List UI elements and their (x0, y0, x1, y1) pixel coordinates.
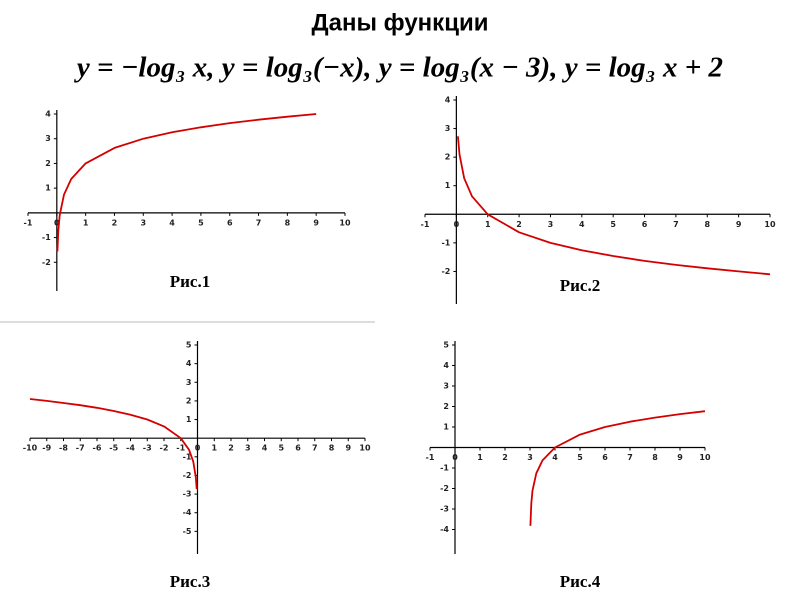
x-tick-label: -1 (426, 453, 435, 462)
x-tick-label: 4 (262, 444, 268, 453)
x-tick-label: 10 (339, 218, 351, 227)
x-tick-label: 5 (610, 220, 616, 229)
y-tick-label: 3 (45, 134, 51, 143)
chart-caption: Рис.1 (170, 272, 210, 291)
x-tick-label: 3 (140, 218, 146, 227)
x-tick-label: -1 (176, 444, 185, 453)
x-tick-label: 8 (285, 218, 291, 227)
x-tick-label: 4 (169, 218, 175, 227)
y-tick-label: -1 (183, 452, 192, 461)
y-tick-label: -4 (183, 508, 192, 517)
x-tick-label: 9 (345, 444, 351, 453)
x-tick-label: 3 (527, 453, 533, 462)
formula: y = −log₃ x, y = log₃(−x), y = log₃(x − … (74, 52, 723, 84)
x-tick-label: -10 (23, 444, 38, 453)
y-tick-label: 2 (186, 396, 192, 405)
y-tick-label: -2 (441, 267, 450, 276)
chart-caption: Рис.3 (170, 572, 210, 591)
y-tick-label: 3 (186, 378, 192, 387)
x-tick-label: 0 (454, 220, 460, 229)
x-tick-label: 4 (552, 453, 558, 462)
y-tick-label: 5 (443, 341, 449, 350)
x-tick-label: -9 (42, 444, 51, 453)
x-tick-label: 10 (764, 220, 776, 229)
x-tick-label: 3 (245, 444, 251, 453)
x-tick-label: -2 (160, 444, 169, 453)
x-tick-label: 0 (195, 444, 201, 453)
curve (529, 410, 706, 526)
x-tick-label: 7 (312, 444, 318, 453)
x-tick-label: -8 (59, 444, 68, 453)
y-tick-label: -3 (183, 490, 192, 499)
y-tick-label: 2 (45, 159, 51, 168)
y-tick-label: 4 (443, 361, 449, 370)
y-tick-label: 5 (186, 341, 192, 350)
y-tick-label: 4 (45, 110, 51, 119)
y-tick-label: 1 (443, 423, 449, 432)
x-tick-label: 6 (602, 453, 608, 462)
x-tick-label: 5 (198, 218, 204, 227)
y-tick-label: -3 (440, 505, 449, 514)
y-tick-label: 2 (443, 402, 449, 411)
x-tick-label: -5 (109, 444, 118, 453)
x-tick-label: -1 (421, 220, 430, 229)
y-tick-label: -2 (183, 471, 192, 480)
x-tick-label: 0 (54, 218, 60, 227)
x-tick-label: -6 (93, 444, 102, 453)
x-tick-label: 2 (228, 444, 234, 453)
y-tick-label: -2 (42, 258, 51, 267)
y-tick-label: 3 (443, 382, 449, 391)
x-tick-label: 5 (577, 453, 583, 462)
curve (29, 398, 198, 490)
x-tick-label: -1 (24, 218, 33, 227)
y-tick-label: 4 (445, 96, 451, 105)
x-tick-label: 10 (699, 453, 711, 462)
x-tick-label: 8 (652, 453, 658, 462)
x-tick-label: 7 (627, 453, 633, 462)
x-tick-label: 4 (579, 220, 585, 229)
x-tick-label: 7 (673, 220, 679, 229)
x-tick-label: 0 (452, 453, 458, 462)
x-tick-label: 6 (227, 218, 233, 227)
x-tick-label: -3 (143, 444, 152, 453)
x-tick-label: 1 (83, 218, 89, 227)
x-tick-label: 6 (642, 220, 648, 229)
x-tick-label: 1 (477, 453, 483, 462)
y-tick-label: -5 (183, 527, 192, 536)
slide-title: Даны функции (312, 9, 489, 36)
y-tick-label: 2 (445, 153, 451, 162)
x-tick-label: 2 (516, 220, 522, 229)
y-tick-label: 4 (186, 359, 192, 368)
x-tick-label: 6 (295, 444, 301, 453)
y-tick-label: -1 (441, 238, 450, 247)
x-tick-label: 1 (485, 220, 491, 229)
x-tick-label: 3 (548, 220, 554, 229)
y-tick-label: -1 (42, 233, 51, 242)
x-tick-label: 5 (278, 444, 284, 453)
x-tick-label: 9 (313, 218, 319, 227)
x-tick-label: 9 (677, 453, 683, 462)
y-tick-label: -1 (440, 464, 449, 473)
chart-caption: Рис.2 (560, 276, 600, 295)
curve (457, 136, 771, 276)
y-tick-label: 1 (445, 181, 451, 190)
x-tick-label: 7 (256, 218, 262, 227)
curve (56, 113, 317, 252)
y-tick-label: 3 (445, 124, 451, 133)
x-tick-label: 9 (736, 220, 742, 229)
x-tick-label: 8 (329, 444, 335, 453)
y-tick-label: 1 (45, 184, 51, 193)
y-tick-label: 1 (186, 415, 192, 424)
y-tick-label: -4 (440, 525, 449, 534)
chart-caption: Рис.4 (560, 572, 601, 591)
x-tick-label: 2 (502, 453, 508, 462)
x-tick-label: 8 (704, 220, 710, 229)
y-tick-label: -2 (440, 484, 449, 493)
x-tick-label: 10 (359, 444, 371, 453)
x-tick-label: -4 (126, 444, 135, 453)
x-tick-label: 2 (112, 218, 118, 227)
x-tick-label: 1 (211, 444, 217, 453)
x-tick-label: -7 (76, 444, 85, 453)
